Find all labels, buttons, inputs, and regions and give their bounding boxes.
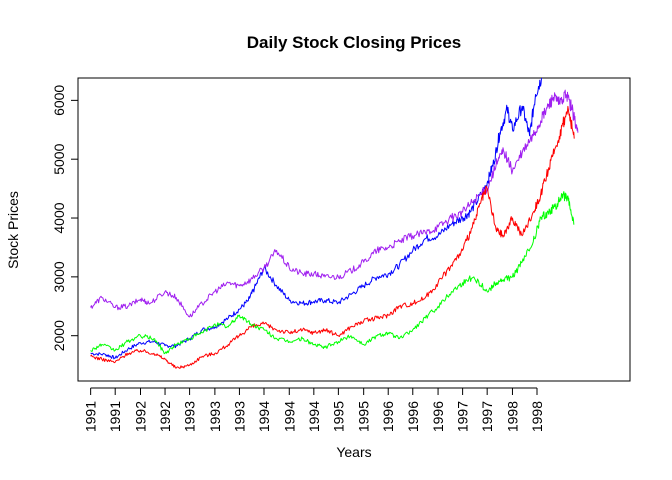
y-tick-label: 6000 xyxy=(51,85,67,116)
x-tick-label: 1996 xyxy=(430,401,446,432)
x-axis-label: Years xyxy=(336,444,371,460)
series-line-2 xyxy=(90,89,579,318)
x-tick-label: 1992 xyxy=(157,401,173,432)
y-tick-label: 4000 xyxy=(51,202,67,233)
x-tick-label: 1996 xyxy=(405,401,421,432)
y-axis: 2000 3000 4000 5000 6000 xyxy=(51,85,78,351)
x-tick-label: 1991 xyxy=(83,401,99,432)
series-line-3 xyxy=(90,105,575,369)
x-tick-label: 1995 xyxy=(356,401,372,432)
x-tick-label: 1994 xyxy=(256,401,272,432)
y-axis-label: Stock Prices xyxy=(5,191,21,269)
x-tick-label: 1991 xyxy=(107,401,123,432)
x-tick-label: 1997 xyxy=(479,401,495,432)
x-axis: 1991 1991 1992 1992 1993 1993 1993 1994 1994 1994… xyxy=(83,387,545,432)
y-tick-label: 3000 xyxy=(51,261,67,292)
x-tick-label: 1997 xyxy=(455,401,471,432)
x-tick-label: 1993 xyxy=(207,401,223,432)
x-tick-label: 1992 xyxy=(132,401,148,432)
x-tick-label: 1994 xyxy=(281,401,297,432)
series-line-1 xyxy=(90,77,542,360)
x-tick-label: 1998 xyxy=(504,401,520,432)
y-tick-label: 2000 xyxy=(51,320,67,351)
y-tick-label: 5000 xyxy=(51,143,67,174)
x-tick-label: 1994 xyxy=(306,401,322,432)
x-tick-label: 1995 xyxy=(330,401,346,432)
x-tick-label: 1993 xyxy=(231,401,247,432)
series-layer xyxy=(90,77,579,369)
plot-box xyxy=(77,77,631,382)
x-tick-label: 1996 xyxy=(380,401,396,432)
series-line-4 xyxy=(90,191,575,355)
x-tick-label: 1998 xyxy=(529,401,545,432)
x-tick-label: 1993 xyxy=(182,401,198,432)
chart-title: Daily Stock Closing Prices xyxy=(247,33,461,52)
